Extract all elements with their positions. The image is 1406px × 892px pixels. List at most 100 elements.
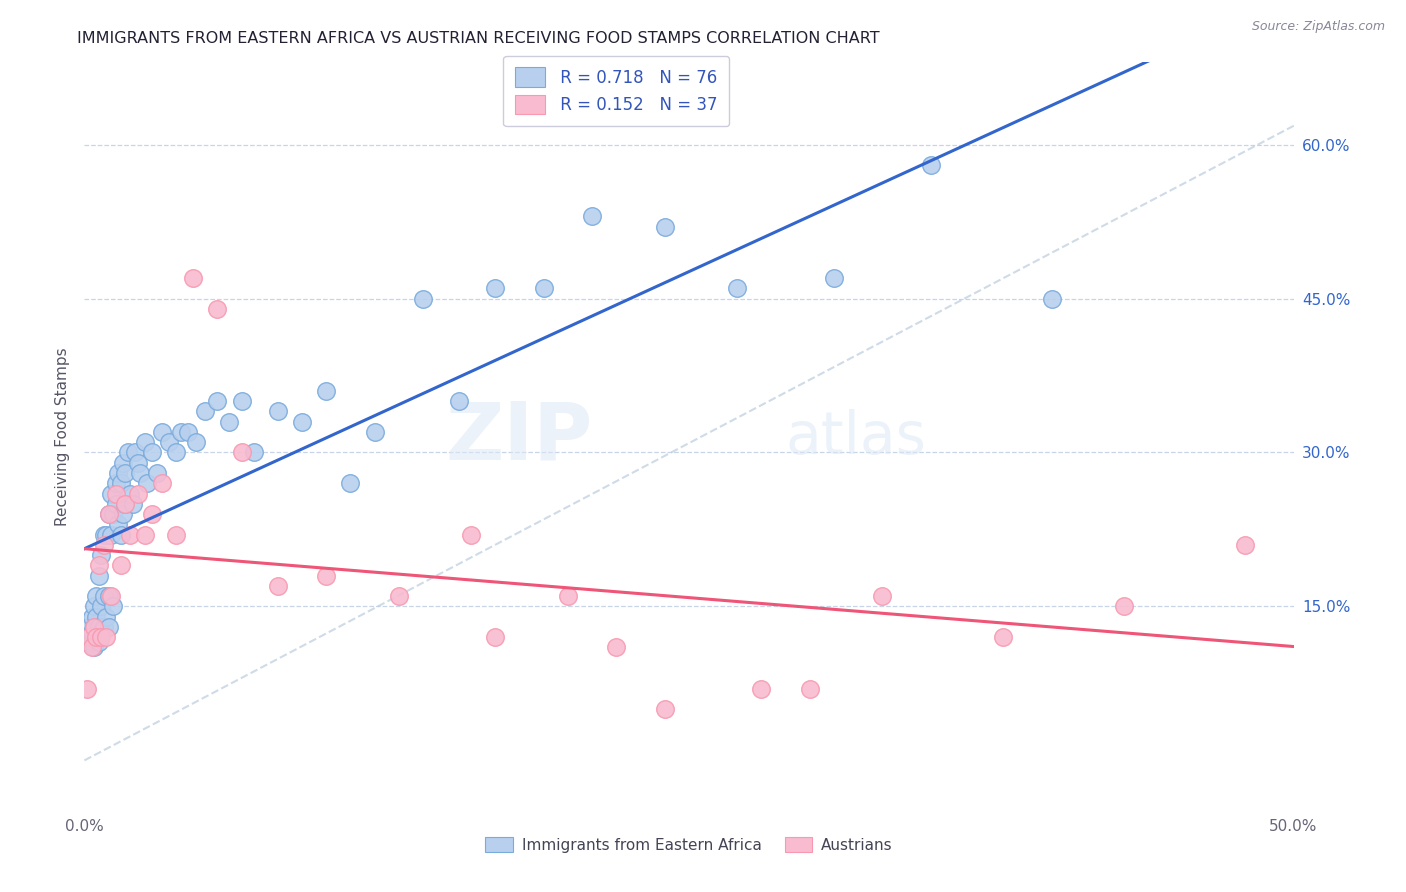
Point bbox=[94, 630, 117, 644]
Point bbox=[134, 435, 156, 450]
Point bbox=[605, 640, 627, 655]
Point bbox=[993, 630, 1015, 644]
Point bbox=[363, 425, 385, 439]
Point bbox=[184, 435, 207, 450]
Point bbox=[114, 497, 136, 511]
Point bbox=[150, 476, 173, 491]
Point bbox=[207, 301, 229, 316]
Point bbox=[127, 456, 149, 470]
Text: atlas: atlas bbox=[786, 409, 927, 466]
Point bbox=[150, 425, 173, 439]
Point bbox=[80, 635, 103, 649]
Point bbox=[97, 589, 120, 603]
Point bbox=[83, 599, 105, 614]
Point bbox=[242, 445, 264, 459]
Point bbox=[136, 476, 159, 491]
Point bbox=[83, 620, 105, 634]
Point bbox=[100, 527, 122, 541]
Point bbox=[83, 640, 105, 655]
Point bbox=[315, 568, 337, 582]
Point bbox=[86, 630, 108, 644]
Point bbox=[103, 599, 125, 614]
Point bbox=[129, 466, 152, 480]
Point bbox=[654, 219, 676, 234]
Point bbox=[114, 466, 136, 480]
Point bbox=[872, 589, 894, 603]
Point bbox=[93, 589, 115, 603]
Point bbox=[449, 394, 471, 409]
Point bbox=[121, 497, 143, 511]
Point bbox=[77, 630, 100, 644]
Point bbox=[412, 292, 434, 306]
Point bbox=[117, 445, 139, 459]
Text: Source: ZipAtlas.com: Source: ZipAtlas.com bbox=[1251, 20, 1385, 33]
Point bbox=[267, 579, 290, 593]
Point bbox=[339, 476, 361, 491]
Point bbox=[100, 589, 122, 603]
Point bbox=[83, 620, 105, 634]
Point bbox=[1234, 538, 1257, 552]
Point bbox=[104, 497, 127, 511]
Point bbox=[104, 476, 127, 491]
Point bbox=[170, 425, 193, 439]
Point bbox=[94, 527, 117, 541]
Y-axis label: Receiving Food Stamps: Receiving Food Stamps bbox=[55, 348, 70, 526]
Point bbox=[104, 486, 127, 500]
Text: IMMIGRANTS FROM EASTERN AFRICA VS AUSTRIAN RECEIVING FOOD STAMPS CORRELATION CHA: IMMIGRANTS FROM EASTERN AFRICA VS AUSTRI… bbox=[77, 31, 880, 46]
Point bbox=[157, 435, 180, 450]
Point bbox=[86, 609, 108, 624]
Point bbox=[1040, 292, 1063, 306]
Point bbox=[112, 456, 135, 470]
Point bbox=[120, 527, 142, 541]
Point bbox=[87, 558, 110, 573]
Point bbox=[76, 635, 98, 649]
Point bbox=[484, 281, 506, 295]
Point bbox=[77, 620, 100, 634]
Point bbox=[87, 635, 110, 649]
Point bbox=[87, 620, 110, 634]
Text: ZIP: ZIP bbox=[444, 398, 592, 476]
Point bbox=[146, 466, 169, 480]
Point bbox=[315, 384, 337, 398]
Point bbox=[112, 507, 135, 521]
Point bbox=[557, 589, 579, 603]
Point bbox=[134, 527, 156, 541]
Point bbox=[141, 507, 163, 521]
Point bbox=[93, 620, 115, 634]
Point bbox=[460, 527, 482, 541]
Point bbox=[97, 507, 120, 521]
Point bbox=[110, 558, 132, 573]
Point bbox=[93, 527, 115, 541]
Point bbox=[725, 281, 748, 295]
Point bbox=[120, 486, 142, 500]
Point bbox=[194, 404, 217, 418]
Point bbox=[90, 548, 112, 562]
Point bbox=[1114, 599, 1136, 614]
Point bbox=[165, 527, 187, 541]
Point bbox=[86, 589, 108, 603]
Point bbox=[80, 625, 103, 640]
Point bbox=[107, 517, 129, 532]
Point bbox=[103, 507, 125, 521]
Point bbox=[231, 445, 253, 459]
Point bbox=[100, 486, 122, 500]
Point bbox=[799, 681, 821, 696]
Point bbox=[80, 609, 103, 624]
Point bbox=[94, 609, 117, 624]
Point bbox=[231, 394, 253, 409]
Point bbox=[141, 445, 163, 459]
Point bbox=[181, 271, 204, 285]
Point bbox=[127, 486, 149, 500]
Point bbox=[110, 527, 132, 541]
Point bbox=[107, 466, 129, 480]
Point bbox=[97, 507, 120, 521]
Point bbox=[920, 158, 942, 172]
Point bbox=[388, 589, 411, 603]
Point bbox=[751, 681, 773, 696]
Point bbox=[267, 404, 290, 418]
Point bbox=[87, 568, 110, 582]
Point bbox=[97, 620, 120, 634]
Point bbox=[484, 630, 506, 644]
Point bbox=[76, 681, 98, 696]
Point bbox=[207, 394, 229, 409]
